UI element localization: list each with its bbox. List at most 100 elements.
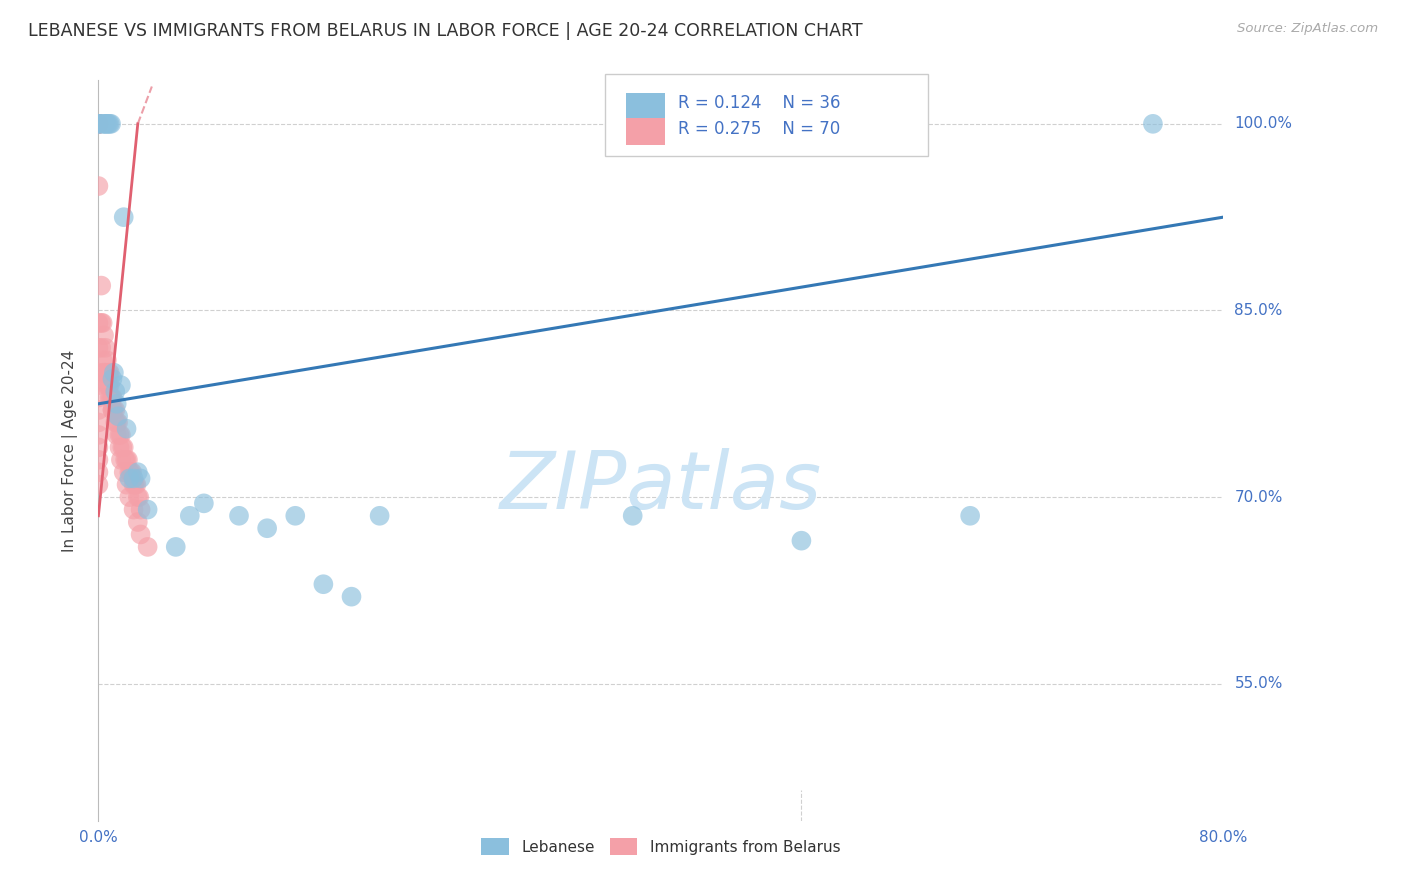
Point <box>114 452 136 467</box>
Point <box>115 422 138 436</box>
Point <box>107 416 129 430</box>
Point <box>165 540 187 554</box>
Point <box>98 378 121 392</box>
Point <box>93 366 115 380</box>
Point <box>118 471 141 485</box>
Point <box>117 452 139 467</box>
Point <box>87 441 110 455</box>
Point <box>340 590 363 604</box>
Point <box>90 316 112 330</box>
Point <box>368 508 391 523</box>
Point <box>105 397 128 411</box>
Point <box>110 452 132 467</box>
Text: 70.0%: 70.0% <box>1234 490 1282 505</box>
Point <box>90 341 112 355</box>
Point <box>103 366 125 380</box>
Text: LEBANESE VS IMMIGRANTS FROM BELARUS IN LABOR FORCE | AGE 20-24 CORRELATION CHART: LEBANESE VS IMMIGRANTS FROM BELARUS IN L… <box>28 22 863 40</box>
Point <box>621 508 644 523</box>
Point <box>87 341 110 355</box>
Point <box>104 403 127 417</box>
Point <box>94 366 117 380</box>
Point <box>87 117 110 131</box>
Text: Source: ZipAtlas.com: Source: ZipAtlas.com <box>1237 22 1378 36</box>
Point <box>108 441 131 455</box>
Point <box>87 117 110 131</box>
Point <box>87 366 110 380</box>
Point <box>125 477 148 491</box>
Point <box>87 117 110 131</box>
Point <box>87 179 110 194</box>
Point <box>105 428 128 442</box>
Point <box>179 508 201 523</box>
Point <box>101 372 124 386</box>
Point <box>1142 117 1164 131</box>
Text: 55.0%: 55.0% <box>1234 676 1282 691</box>
Point <box>87 117 110 131</box>
Point <box>87 428 110 442</box>
Point <box>87 117 110 131</box>
Point <box>87 391 110 405</box>
Point <box>94 341 117 355</box>
Point <box>120 465 142 479</box>
Point <box>124 477 146 491</box>
Point <box>127 465 149 479</box>
Point <box>101 403 124 417</box>
Point <box>122 477 145 491</box>
Point <box>93 117 115 131</box>
Point <box>790 533 813 548</box>
Point <box>136 540 159 554</box>
Point <box>105 416 128 430</box>
Point <box>228 508 250 523</box>
Point <box>107 409 129 424</box>
Text: ZIPatlas: ZIPatlas <box>499 449 823 526</box>
Y-axis label: In Labor Force | Age 20-24: In Labor Force | Age 20-24 <box>62 350 77 551</box>
Point <box>104 384 127 399</box>
Point <box>111 441 134 455</box>
Point <box>115 452 138 467</box>
Point <box>87 378 110 392</box>
Point <box>112 465 135 479</box>
Point <box>96 117 118 131</box>
Point <box>101 391 124 405</box>
Point <box>112 210 135 224</box>
Point <box>121 465 143 479</box>
Point <box>110 428 132 442</box>
Point <box>103 403 125 417</box>
Point <box>959 508 981 523</box>
Point <box>118 490 141 504</box>
Point <box>136 502 159 516</box>
Point <box>98 117 121 131</box>
Point <box>101 403 124 417</box>
Point <box>129 502 152 516</box>
Point <box>94 117 117 131</box>
Point <box>256 521 278 535</box>
Point <box>108 428 131 442</box>
Point <box>98 391 121 405</box>
Point <box>129 471 152 485</box>
Point <box>87 117 110 131</box>
Point <box>97 378 120 392</box>
Point <box>91 353 114 368</box>
Point <box>87 403 110 417</box>
Point <box>104 416 127 430</box>
Point <box>87 117 110 131</box>
Text: R = 0.124    N = 36: R = 0.124 N = 36 <box>678 95 841 112</box>
Point <box>96 378 118 392</box>
Point <box>122 471 145 485</box>
Point <box>110 378 132 392</box>
Point <box>127 490 149 504</box>
Point <box>284 508 307 523</box>
Point <box>87 416 110 430</box>
Text: 85.0%: 85.0% <box>1234 303 1282 318</box>
Point <box>193 496 215 510</box>
Point <box>87 452 110 467</box>
Text: 100.0%: 100.0% <box>1234 116 1292 131</box>
Point <box>112 441 135 455</box>
Point <box>100 117 122 131</box>
Point <box>129 527 152 541</box>
Point <box>127 515 149 529</box>
Legend: Lebanese, Immigrants from Belarus: Lebanese, Immigrants from Belarus <box>475 832 846 861</box>
Text: R = 0.275    N = 70: R = 0.275 N = 70 <box>678 120 839 138</box>
Point <box>93 328 115 343</box>
Point <box>87 465 110 479</box>
